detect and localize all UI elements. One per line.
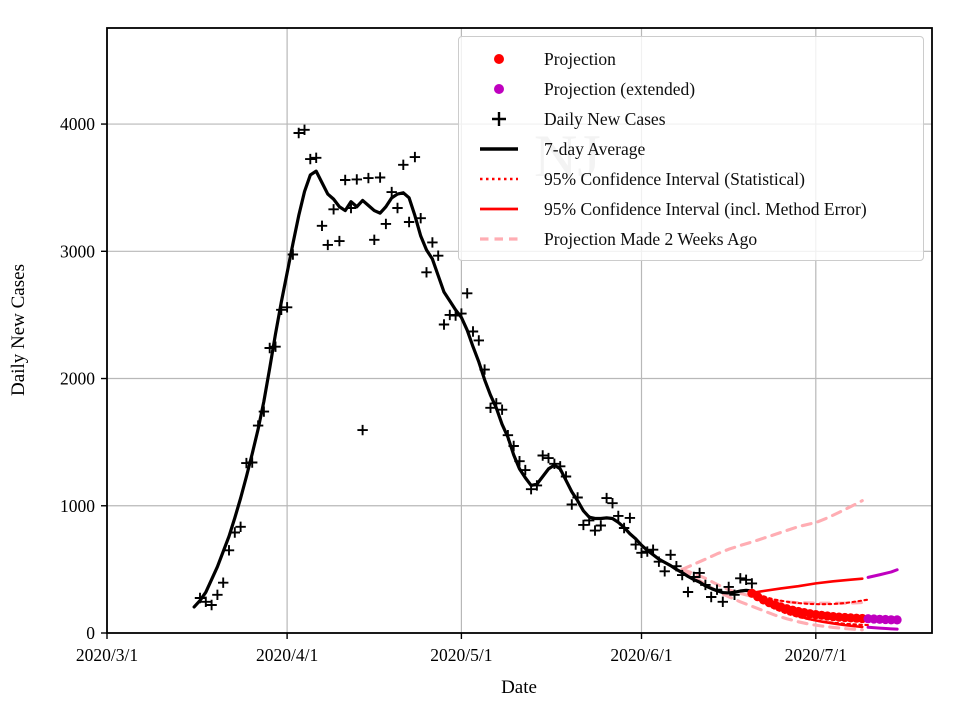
plot-border (106, 27, 933, 634)
legend-item-label: Projection (544, 48, 616, 69)
legend-item-7-day-average: 7-day Average (459, 134, 923, 164)
legend-line-icon (471, 139, 527, 159)
y-tick-label: 0 (86, 623, 95, 643)
series-95-confidence-interval-incl-method-error-upper (750, 577, 864, 595)
legend-item-projection-extended: Projection (extended) (459, 74, 923, 104)
x-tick-label: 2020/3/1 (76, 645, 138, 665)
legend-item-label: Daily New Cases (544, 108, 666, 129)
x-tick-label: 2020/6/1 (610, 645, 672, 665)
legend-dot-icon (471, 79, 527, 99)
y-tick-label: 1000 (60, 496, 95, 516)
series-projection-extended (863, 614, 902, 625)
legend-item-label: 95% Confidence Interval (Statistical) (544, 168, 805, 189)
legend-item-label: Projection Made 2 Weeks Ago (544, 228, 758, 249)
legend-item-daily-new-cases: Daily New Cases (459, 104, 923, 134)
legend-item-label: 95% Confidence Interval (incl. Method Er… (544, 198, 867, 219)
legend-line-icon (471, 169, 527, 189)
x-tick-label: 2020/7/1 (785, 645, 847, 665)
y-tick-label: 3000 (60, 241, 95, 261)
legend-plus-icon (471, 109, 527, 129)
legend-dot-icon (471, 49, 527, 69)
legend-item-95-confidence-interval-incl-method-error: 95% Confidence Interval (incl. Method Er… (459, 194, 923, 224)
x-tick-label: 2020/4/1 (256, 645, 318, 665)
series-projection (747, 588, 867, 624)
legend-item-label: 7-day Average (544, 138, 646, 159)
axis-ticks: 2020/3/1 2020/4/1 2020/5/1 2020/6/1 2020/7/1… (60, 114, 847, 665)
y-tick-label: 4000 (60, 114, 95, 134)
legend-item-projection: Projection (459, 44, 923, 74)
x-axis-label: Date (501, 677, 537, 698)
series-projection-made-2-weeks-ago-upper-bound (680, 499, 864, 571)
y-tick-label: 2000 (60, 369, 95, 389)
data-series (192, 124, 902, 632)
series-daily-new-cases (194, 124, 758, 611)
series-method-ci-upper-extended (866, 568, 899, 579)
legend-item-projection-made-2-weeks-ago: Projection Made 2 Weeks Ago (459, 224, 923, 254)
projection-dot (892, 615, 902, 625)
legend-line-icon (471, 229, 527, 249)
series-method-ci-lower-extended (866, 625, 899, 631)
x-tick-label: 2020/5/1 (430, 645, 492, 665)
legend-box: Projection Projection (extended) Daily New… (458, 36, 924, 261)
y-axis-label: Daily New Cases (8, 264, 29, 396)
legend-item-label: Projection (extended) (544, 78, 696, 99)
legend-item-95-confidence-interval-statistical: 95% Confidence Interval (Statistical) (459, 164, 923, 194)
legend-line-icon (471, 199, 527, 219)
